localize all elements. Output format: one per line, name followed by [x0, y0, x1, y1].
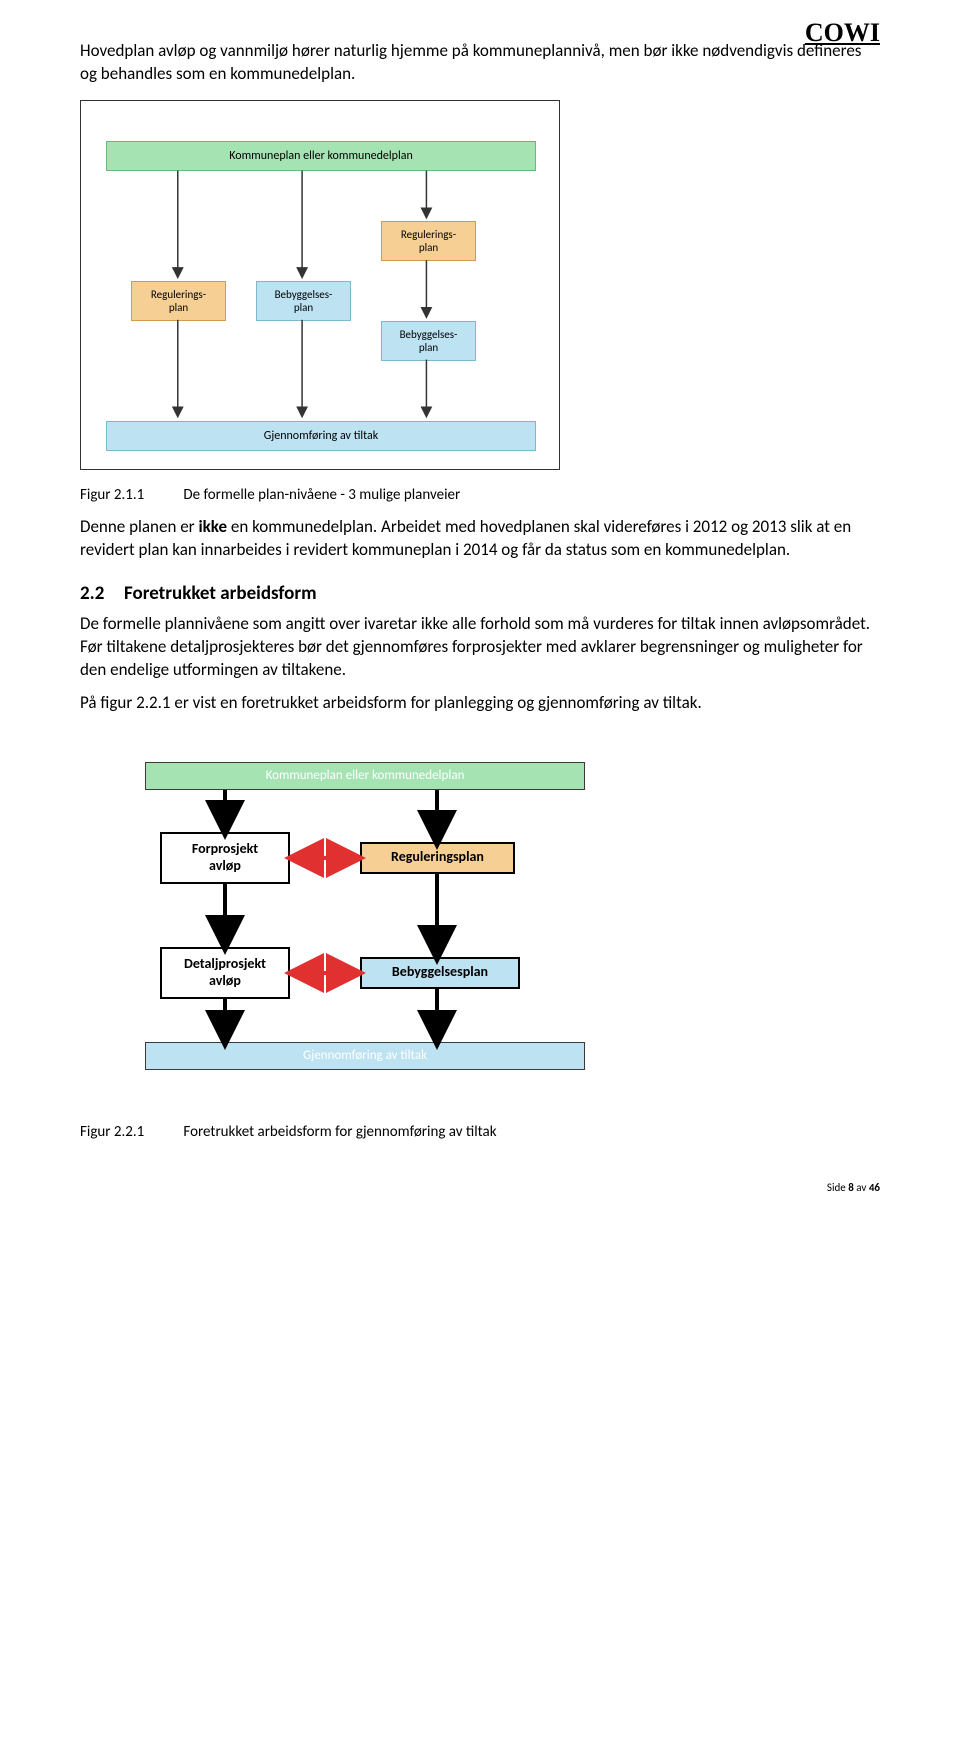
fig211-number: Figur 2.1.1 — [80, 486, 180, 504]
figure-2-2-1-diagram: Kommuneplan eller kommunedelplan Forpros… — [80, 737, 630, 1107]
d1-reguleringsplan-right: Regulerings- plan — [381, 221, 476, 261]
figure-2-1-1-caption: Figur 2.1.1 De formelle plan-nivåene - 3… — [80, 486, 880, 504]
d1-reguleringsplan-left: Regulerings- plan — [131, 281, 226, 321]
figure-2-1-1-diagram: Kommuneplan eller kommunedelplan Reguler… — [80, 100, 560, 470]
h22-num: 2.2 — [80, 582, 124, 605]
footer-pre: Side — [827, 1181, 848, 1194]
d1-bebyggelsesplan-right: Bebyggelses- plan — [381, 321, 476, 361]
para2-b: ikke — [198, 516, 227, 537]
para2-a: Denne planen er — [80, 516, 198, 537]
heading-2-2: 2.2Foretrukket arbeidsform — [80, 582, 880, 605]
footer-total: 46 — [869, 1181, 880, 1194]
paragraph-3: De formelle plannivåene som angitt over … — [80, 613, 880, 682]
paragraph-2: Denne planen er ikke en kommunedelplan. … — [80, 516, 880, 562]
fig221-number: Figur 2.2.1 — [80, 1123, 180, 1141]
fig211-text: De formelle plan-nivåene - 3 mulige plan… — [183, 486, 460, 504]
fig221-text: Foretrukket arbeidsform for gjennomførin… — [183, 1123, 496, 1141]
d1-top-bar: Kommuneplan eller kommunedelplan — [106, 141, 536, 171]
paragraph-1: Hovedplan avløp og vannmiljø hører natur… — [80, 40, 880, 86]
figure-2-2-1-caption: Figur 2.2.1 Foretrukket arbeidsform for … — [80, 1123, 880, 1141]
d1-bottom-bar: Gjennomføring av tiltak — [106, 421, 536, 451]
footer-mid: av — [854, 1181, 869, 1194]
h22-title: Foretrukket arbeidsform — [124, 582, 317, 605]
paragraph-4: På figur 2.2.1 er vist en foretrukket ar… — [80, 692, 880, 715]
d1-bebyggelsesplan-mid: Bebyggelses- plan — [256, 281, 351, 321]
logo: COWI — [805, 18, 880, 48]
page-footer: Side 8 av 46 — [80, 1181, 880, 1194]
